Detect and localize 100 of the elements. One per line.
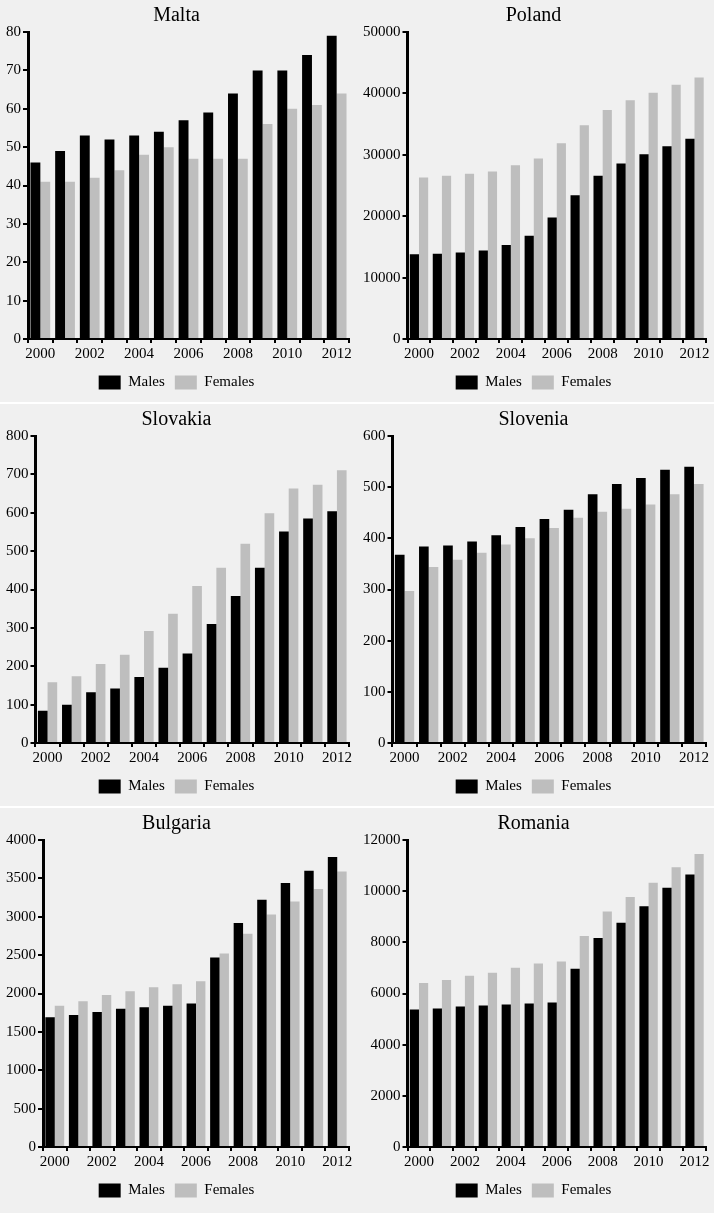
x-tick-label: 2008 xyxy=(587,344,618,361)
bar xyxy=(262,124,273,338)
legend-label: Males xyxy=(128,1181,165,1198)
bar xyxy=(101,995,112,1146)
chart-title: Romania xyxy=(497,811,570,834)
bar xyxy=(597,511,608,742)
chart-title: Slovakia xyxy=(141,407,212,430)
legend-label: Females xyxy=(204,1181,255,1198)
y-tick-label: 10000 xyxy=(363,882,401,899)
bar xyxy=(573,517,584,742)
bar xyxy=(40,181,51,338)
x-tick-label: 2006 xyxy=(541,1152,573,1169)
bar xyxy=(648,92,658,338)
bar xyxy=(602,911,612,1146)
bar xyxy=(311,104,322,338)
bar xyxy=(337,871,347,1146)
y-tick-label: 300 xyxy=(363,580,386,597)
x-tick-label: 2010 xyxy=(633,344,664,361)
chart-title: Poland xyxy=(505,3,562,26)
x-tick-label: 2010 xyxy=(272,344,303,361)
bar xyxy=(192,586,202,742)
y-tick-label: 800 xyxy=(6,426,29,443)
x-tick-label: 2000 xyxy=(32,748,63,765)
bar xyxy=(148,987,159,1146)
y-tick-label: 2000 xyxy=(6,984,36,1001)
x-tick-label: 2008 xyxy=(582,748,613,765)
x-tick-label: 2002 xyxy=(86,1152,117,1169)
bar xyxy=(694,854,704,1146)
legend-label: Females xyxy=(561,373,612,390)
y-tick-label: 0 xyxy=(13,329,21,346)
y-tick-label: 200 xyxy=(6,657,29,674)
y-tick-label: 600 xyxy=(363,426,386,443)
bar xyxy=(441,979,452,1146)
bar xyxy=(625,100,635,338)
x-tick-label: 2004 xyxy=(124,344,155,361)
bar xyxy=(163,147,174,338)
y-tick-label: 30 xyxy=(6,214,21,231)
x-tick-label: 2012 xyxy=(321,344,352,361)
y-tick-label: 12000 xyxy=(363,830,401,847)
y-tick-label: 400 xyxy=(6,580,29,597)
y-tick-label: 2000 xyxy=(370,1086,401,1103)
y-tick-label: 3000 xyxy=(6,907,36,924)
bar xyxy=(213,158,224,338)
legend-label: Females xyxy=(204,373,255,390)
y-tick-label: 400 xyxy=(363,529,386,546)
x-tick-label: 2012 xyxy=(321,748,352,765)
x-tick-label: 2012 xyxy=(679,1152,710,1169)
bar xyxy=(669,494,680,742)
x-tick-label: 2008 xyxy=(225,748,256,765)
bar xyxy=(71,676,82,742)
bar xyxy=(464,975,475,1146)
bar xyxy=(671,84,681,338)
y-tick-label: 300 xyxy=(6,618,29,635)
y-tick-label: 10000 xyxy=(363,268,401,285)
bar xyxy=(313,889,324,1146)
bar xyxy=(144,630,154,742)
bar xyxy=(264,513,275,742)
bar xyxy=(671,867,681,1146)
y-tick-label: 40 xyxy=(6,176,21,193)
chart-title: Slovenia xyxy=(498,407,569,430)
y-tick-label: 4000 xyxy=(370,1035,401,1052)
bar xyxy=(336,470,347,742)
y-tick-label: 500 xyxy=(6,542,29,559)
y-tick-label: 1500 xyxy=(6,1022,36,1039)
y-tick-label: 1000 xyxy=(6,1061,36,1078)
x-tick-label: 2002 xyxy=(80,748,111,765)
bar xyxy=(172,984,182,1146)
bar xyxy=(139,154,149,338)
legend-label: Females xyxy=(561,1181,612,1198)
bar xyxy=(168,613,178,742)
x-tick-label: 2004 xyxy=(486,748,517,765)
bar xyxy=(549,528,559,742)
y-tick-label: 40000 xyxy=(363,84,401,101)
y-tick-label: 50 xyxy=(6,138,21,155)
y-tick-label: 10 xyxy=(6,291,21,308)
bar xyxy=(621,508,632,742)
bar xyxy=(65,181,75,338)
x-tick-label: 2012 xyxy=(322,1152,353,1169)
y-tick-label: 0 xyxy=(28,1137,36,1154)
y-tick-label: 4000 xyxy=(6,830,36,847)
y-tick-label: 0 xyxy=(21,733,29,750)
bar xyxy=(47,682,58,742)
y-tick-label: 3500 xyxy=(6,869,36,886)
legend-label: Males xyxy=(128,373,165,390)
bar xyxy=(579,125,589,338)
x-tick-label: 2012 xyxy=(678,748,709,765)
bar xyxy=(579,935,589,1146)
bar xyxy=(694,77,704,338)
y-tick-label: 500 xyxy=(363,478,386,495)
chart-title: Bulgaria xyxy=(142,811,212,835)
bar xyxy=(119,654,130,742)
x-tick-label: 2006 xyxy=(534,748,565,765)
x-tick-label: 2004 xyxy=(129,748,160,765)
x-tick-label: 2002 xyxy=(74,344,105,361)
x-tick-label: 2004 xyxy=(495,1152,527,1169)
bar xyxy=(95,663,106,742)
bar xyxy=(287,108,298,338)
y-tick-label: 600 xyxy=(6,503,29,520)
bar xyxy=(452,559,463,742)
x-tick-label: 2010 xyxy=(630,748,661,765)
